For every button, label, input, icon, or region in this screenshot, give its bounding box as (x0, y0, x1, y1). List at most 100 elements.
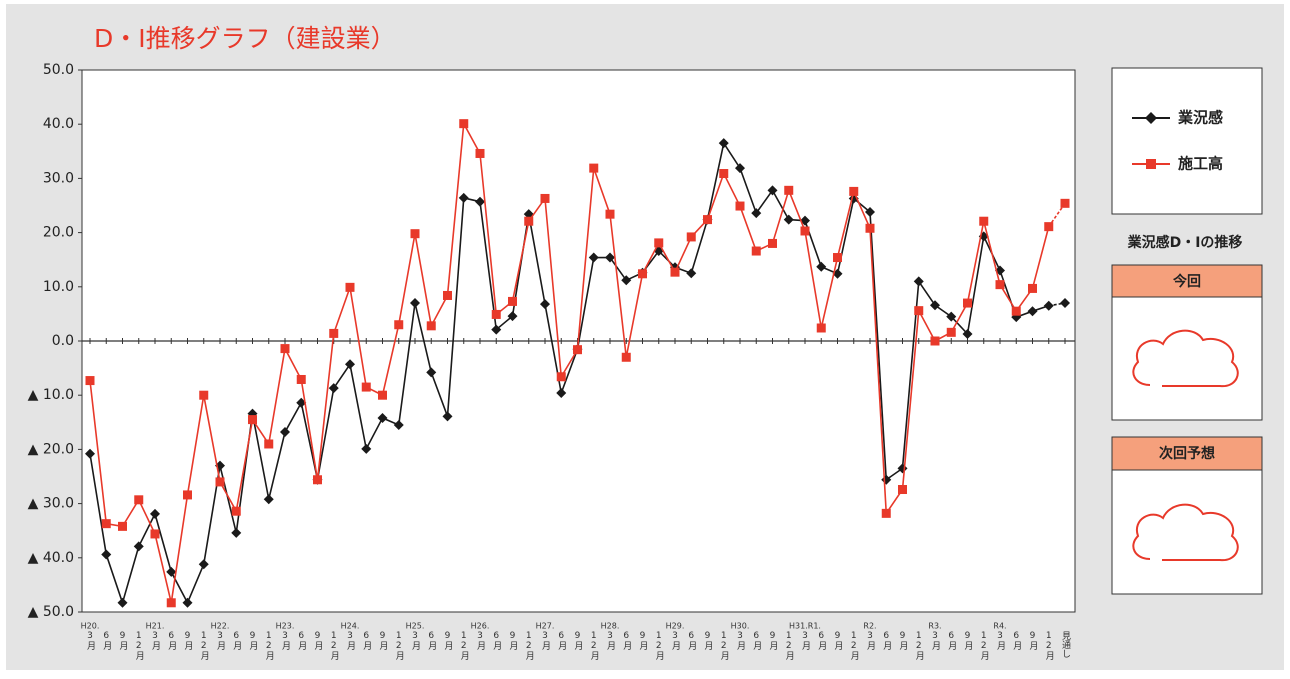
y-tick-label: 10.0 (43, 279, 74, 295)
x-tick-label: 9月 (378, 631, 389, 651)
x-tick-label: 12月 (914, 631, 925, 661)
marker (85, 448, 95, 459)
y-tick-label: ▲ 20.0 (28, 441, 74, 457)
marker (491, 324, 502, 335)
marker (1060, 298, 1070, 309)
x-tick-label: 9月 (183, 631, 194, 651)
marker (540, 299, 550, 310)
y-tick-label: 0.0 (52, 333, 74, 349)
marker (995, 280, 1005, 290)
x-tick-label: 6月 (816, 631, 827, 651)
marker (328, 383, 339, 394)
x-tick-label: 6月 (101, 631, 112, 651)
x-tick-label: 12月 (459, 631, 470, 661)
marker (573, 345, 582, 355)
y-tick-label: 30.0 (43, 170, 74, 186)
x-tick-label: 6月 (881, 631, 892, 651)
x-tick-label: 12月 (199, 631, 210, 661)
marker (767, 185, 778, 196)
marker (605, 209, 615, 219)
x-tick-label: 12月 (784, 631, 795, 661)
current-label: 今回 (1172, 273, 1201, 290)
marker (1011, 306, 1021, 316)
marker (914, 306, 924, 316)
x-tick-label: 9月 (313, 631, 324, 651)
x-tick-label: 12月 (134, 631, 145, 661)
year-label: H30. (731, 622, 750, 631)
marker (719, 169, 729, 179)
marker (166, 566, 177, 577)
marker (686, 268, 697, 279)
marker (199, 390, 209, 400)
x-tick-label: 見通し (1060, 631, 1071, 658)
year-label: H27. (536, 622, 555, 631)
x-tick-label: 3月 (670, 631, 681, 651)
marker (735, 201, 745, 211)
marker (280, 344, 290, 354)
x-tick-label: 12月 (979, 631, 990, 661)
marker (865, 207, 875, 218)
marker (264, 439, 274, 449)
marker (1043, 300, 1054, 311)
legend-marker (1146, 159, 1156, 169)
x-tick-label: 6月 (491, 631, 502, 651)
marker (296, 397, 307, 408)
marker (524, 216, 534, 226)
marker (589, 163, 599, 173)
marker (491, 309, 501, 319)
marker (816, 261, 827, 272)
marker (833, 253, 842, 263)
year-label: H21. (146, 622, 165, 631)
x-tick-label: 3月 (345, 631, 356, 651)
marker (426, 367, 437, 378)
marker (263, 494, 274, 505)
marker (962, 328, 973, 339)
marker (898, 485, 907, 495)
marker (1044, 222, 1054, 232)
marker (735, 163, 745, 174)
marker (588, 252, 599, 263)
x-tick-label: 9月 (573, 631, 584, 651)
x-tick-label: 12月 (849, 631, 860, 661)
year-label: H23. (276, 622, 295, 631)
marker (280, 427, 290, 438)
x-tick-label: 3月 (995, 631, 1006, 651)
marker (849, 186, 859, 196)
marker (1027, 306, 1038, 317)
year-label: H26. (471, 622, 490, 631)
x-tick-label: 9月 (508, 631, 519, 651)
marker (458, 192, 469, 203)
legend (1111, 67, 1263, 215)
marker (1028, 283, 1037, 293)
x-tick-label: 6月 (296, 631, 307, 651)
next-header (1111, 436, 1263, 471)
marker (442, 411, 453, 422)
year-label: R2. (863, 622, 876, 631)
year-label: H20. (81, 622, 100, 631)
marker (101, 549, 112, 560)
marker (946, 327, 956, 337)
marker (881, 508, 891, 518)
year-label: R3. (928, 622, 941, 631)
marker (329, 328, 339, 338)
marker (393, 420, 404, 431)
marker (296, 374, 306, 384)
x-tick-label: 6月 (166, 631, 177, 651)
marker (394, 320, 404, 330)
x-tick-label: 6月 (361, 631, 372, 651)
marker (443, 290, 452, 300)
legend-label: 業況感 (1177, 109, 1223, 127)
marker (345, 359, 355, 370)
marker (670, 267, 680, 277)
marker (118, 521, 127, 531)
marker (150, 508, 160, 519)
x-tick-label: 6月 (556, 631, 567, 651)
y-tick-label: ▲ 40.0 (28, 550, 74, 566)
current-header (1111, 264, 1263, 298)
marker (345, 282, 355, 292)
year-label: H24. (341, 622, 360, 631)
marker (816, 323, 826, 333)
marker (686, 232, 696, 242)
marker (378, 390, 387, 400)
year-label: H22. (211, 622, 230, 631)
